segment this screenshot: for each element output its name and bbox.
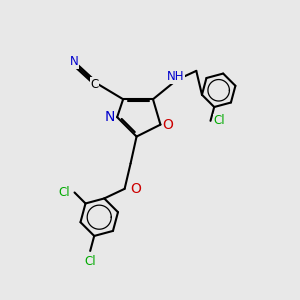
Text: N: N bbox=[70, 56, 78, 68]
Text: O: O bbox=[130, 182, 141, 196]
Text: C: C bbox=[91, 78, 99, 91]
Text: N: N bbox=[105, 110, 115, 124]
Text: Cl: Cl bbox=[84, 254, 96, 268]
Text: Cl: Cl bbox=[58, 186, 70, 199]
Text: O: O bbox=[163, 118, 173, 132]
Text: NH: NH bbox=[167, 70, 184, 83]
Text: Cl: Cl bbox=[214, 114, 225, 128]
